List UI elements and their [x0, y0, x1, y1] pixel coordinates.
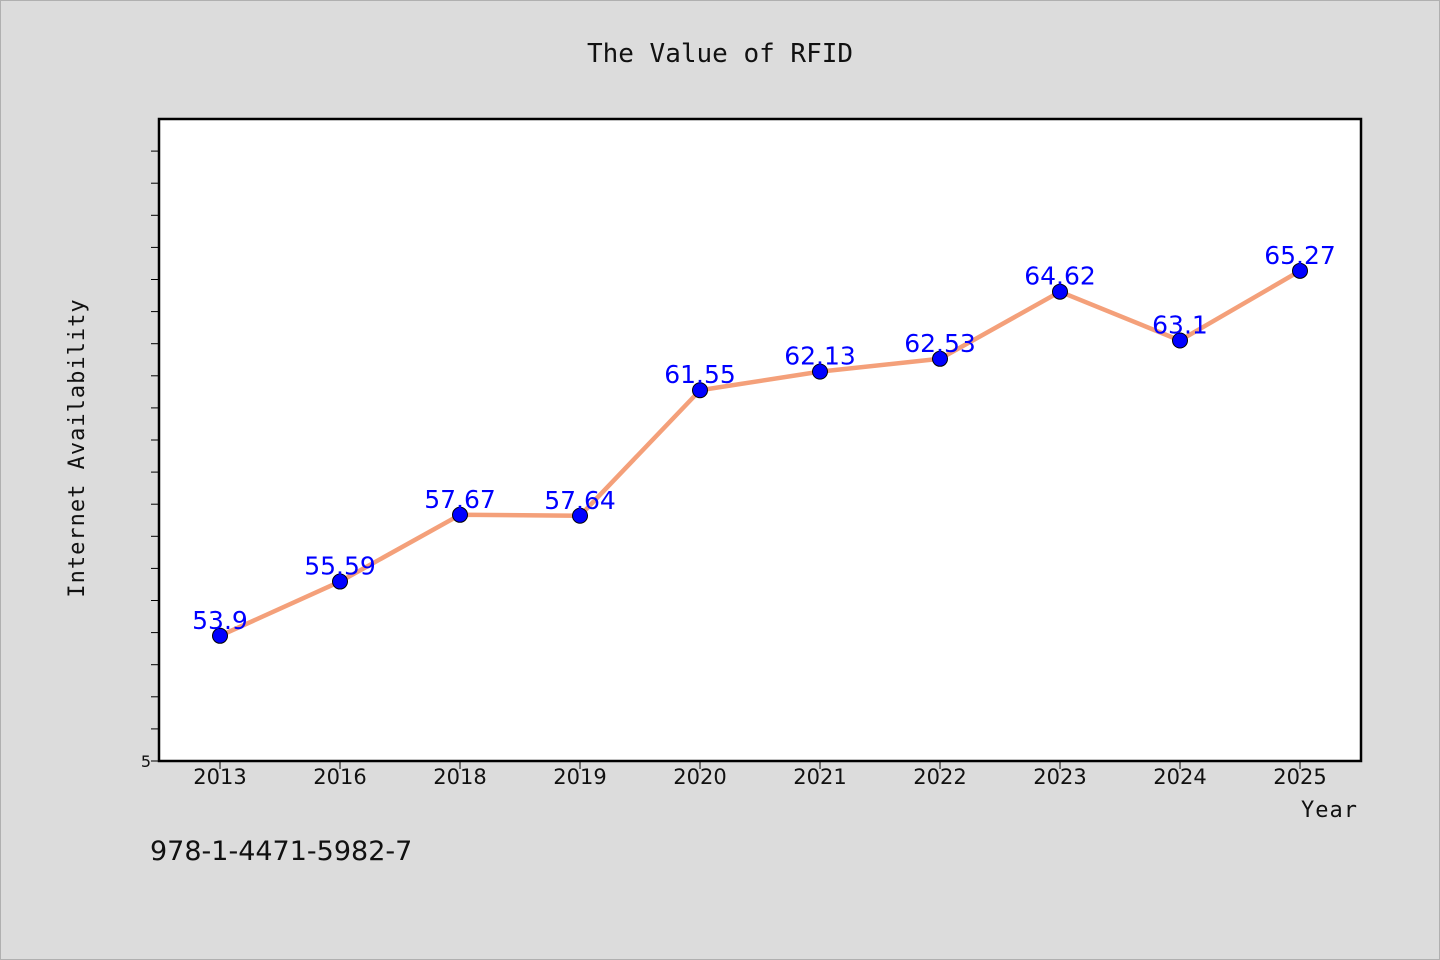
data-label: 63.1	[1152, 310, 1208, 339]
x-tick-label: 2019	[553, 765, 606, 789]
data-label: 64.62	[1024, 262, 1096, 291]
data-label: 53.9	[192, 606, 248, 635]
x-tick-label: 2024	[1153, 765, 1206, 789]
data-label: 61.55	[664, 360, 736, 389]
data-point	[332, 573, 348, 590]
data-label: 62.13	[784, 342, 856, 371]
x-tick-label: 2022	[913, 765, 966, 789]
x-tick-label: 2020	[673, 765, 726, 789]
data-labels: 53.9 55.59 57.67 57.64 61.55 62.13 62.53 64.62 6…	[192, 241, 1336, 635]
x-tick-label: 2016	[313, 765, 366, 789]
x-tick-label: 2023	[1033, 765, 1086, 789]
data-point	[572, 507, 588, 524]
x-tick-label: 2021	[793, 765, 846, 789]
y-axis-ticks: 5	[141, 150, 158, 771]
data-label: 62.53	[904, 329, 976, 358]
series-line	[219, 268, 1302, 638]
data-point	[932, 350, 948, 367]
data-points	[212, 262, 1308, 644]
data-point	[452, 506, 468, 523]
data-point	[212, 627, 228, 644]
y-tick-label: 5	[141, 752, 151, 771]
isbn-text: 978-1-4471-5982-7	[150, 836, 413, 867]
series-line-group	[219, 268, 1302, 638]
x-tick-label: 2018	[433, 765, 486, 789]
data-point	[1052, 283, 1068, 300]
data-point	[1172, 332, 1188, 349]
data-point	[1292, 262, 1308, 279]
plot-area	[157, 117, 1363, 763]
data-label: 55.59	[304, 552, 376, 581]
x-tick-label: 2013	[193, 765, 246, 789]
data-label: 57.67	[424, 485, 496, 514]
data-point	[692, 382, 708, 399]
data-label: 65.27	[1264, 241, 1336, 270]
y-axis-label: Internet Availability	[65, 298, 90, 597]
chart-title: The Value of RFID	[587, 39, 853, 69]
data-label: 57.64	[544, 486, 616, 515]
x-axis-label: Year	[1301, 798, 1358, 823]
x-tick-label: 2025	[1273, 765, 1326, 789]
x-axis-ticks: 2013 2016 2018 2019 2020 2021 2022 2023 2024 2025	[193, 761, 1327, 789]
data-point	[812, 363, 828, 380]
